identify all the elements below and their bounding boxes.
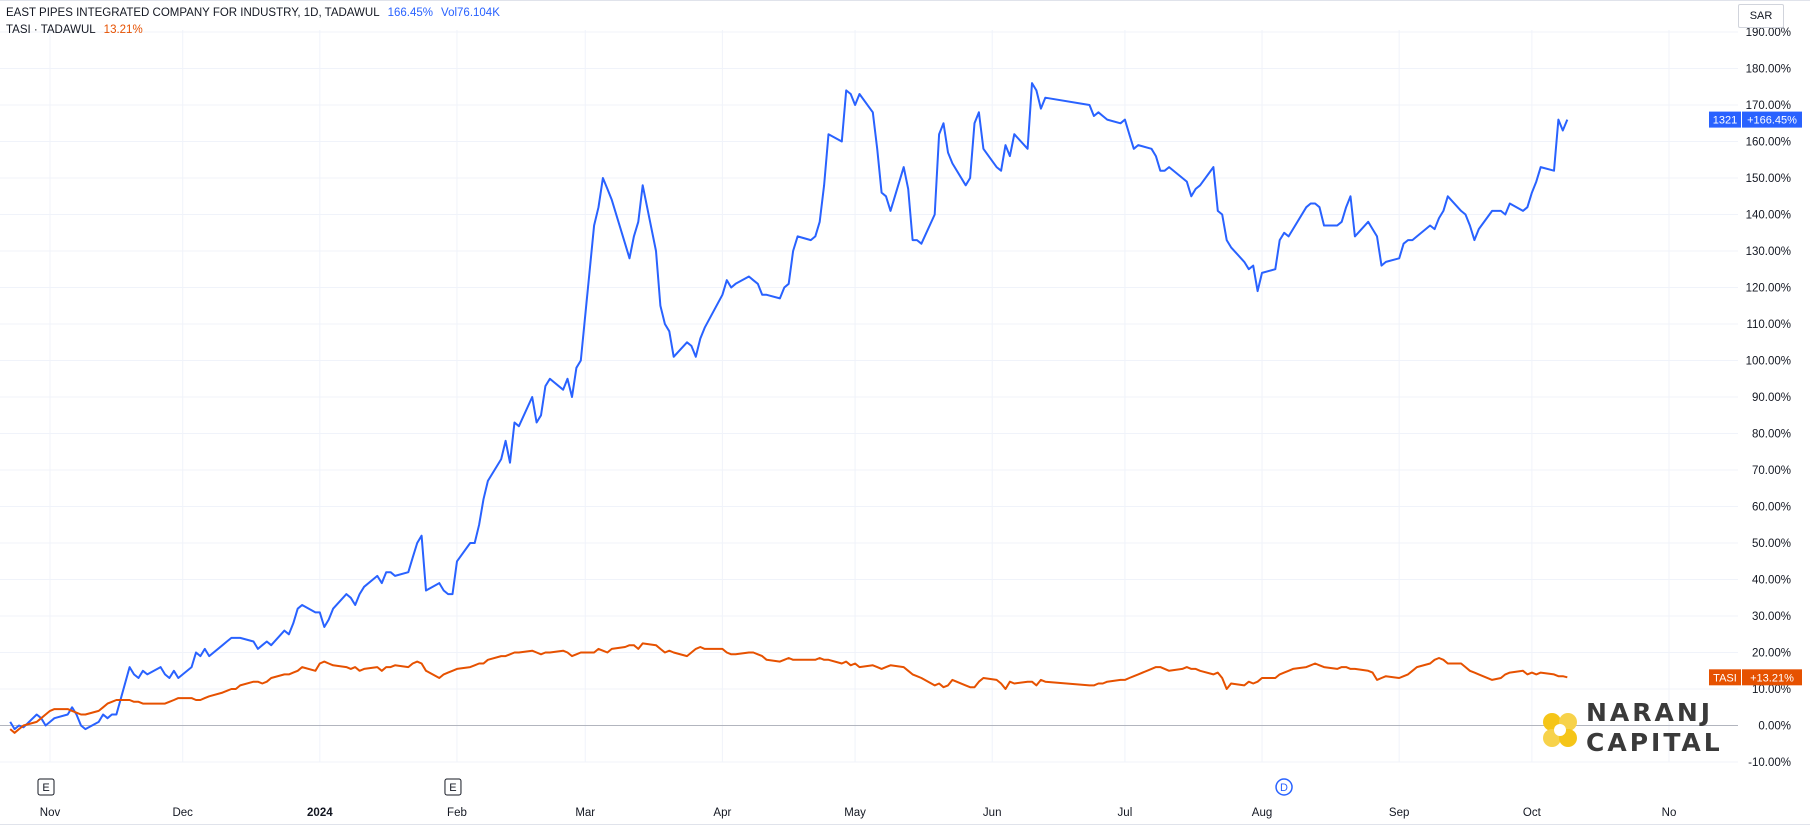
- volume-value: 76.104K: [457, 7, 500, 19]
- earnings-marker[interactable]: [444, 778, 462, 796]
- y-tick-label: 140.00%: [1746, 210, 1791, 222]
- y-tick-label: 180.00%: [1746, 64, 1791, 76]
- brand-name: NARANJ CAPITAL: [1586, 698, 1723, 758]
- series1-title: EAST PIPES INTEGRATED COMPANY FOR INDUST…: [6, 7, 380, 19]
- x-tick-label: Feb: [447, 807, 467, 819]
- x-tick-label: Nov: [40, 807, 61, 819]
- y-tick-label: 50.00%: [1752, 538, 1791, 550]
- series1-change: 166.45%: [387, 7, 434, 19]
- volume-label: Vol: [441, 7, 458, 19]
- series2-change: 13.21%: [103, 24, 143, 36]
- y-tick-label: 90.00%: [1752, 392, 1791, 404]
- series-line-2[interactable]: [9, 642, 1568, 734]
- series-lines: [9, 82, 1569, 734]
- x-tick-label: Jul: [1118, 807, 1133, 819]
- x-tick-label: No: [1662, 807, 1677, 819]
- y-tick-label: 130.00%: [1746, 246, 1791, 258]
- x-tick-label: May: [844, 807, 866, 819]
- legend: EAST PIPES INTEGRATED COMPANY FOR INDUST…: [6, 5, 500, 39]
- grid-lines: [0, 30, 1738, 763]
- event-marker-label: D: [1280, 782, 1288, 794]
- y-tick-label: 70.00%: [1752, 465, 1791, 477]
- x-tick-label: Dec: [172, 807, 193, 819]
- legend-row-series2[interactable]: TASI · TADAWUL 13.21%: [6, 22, 500, 39]
- y-tick-label: 80.00%: [1752, 429, 1791, 441]
- x-tick-label: Mar: [575, 807, 595, 819]
- legend-row-series1[interactable]: EAST PIPES INTEGRATED COMPANY FOR INDUST…: [6, 5, 500, 22]
- y-tick-label: 190.00%: [1746, 27, 1791, 39]
- series2-badge-value: +13.21%: [1750, 672, 1794, 684]
- brand-line1: NARANJ: [1586, 698, 1714, 727]
- x-tick-label: Aug: [1252, 807, 1272, 819]
- y-tick-label: 110.00%: [1746, 319, 1791, 331]
- earnings-marker[interactable]: [37, 778, 55, 796]
- x-tick-label: Oct: [1523, 807, 1542, 819]
- naranj-logo-icon: [1543, 713, 1577, 747]
- y-tick-label: 170.00%: [1746, 100, 1791, 112]
- price-badges: 1321 +166.45% TASI +13.21%: [1709, 111, 1802, 686]
- y-tick-label: 10.00%: [1752, 684, 1791, 696]
- series-line-1[interactable]: [9, 82, 1569, 731]
- x-axis: Nov Dec 2024 Feb Mar Apr May Jun Jul Aug Sep Oct No: [40, 807, 1677, 819]
- event-marker-label: E: [42, 782, 49, 794]
- y-tick-label: 60.00%: [1752, 502, 1791, 514]
- dividend-marker[interactable]: [1275, 778, 1293, 796]
- series2-title: TASI · TADAWUL: [6, 24, 96, 36]
- x-tick-label: Apr: [713, 807, 731, 819]
- series2-badge-symbol: TASI: [1713, 672, 1737, 684]
- y-tick-label: 150.00%: [1746, 173, 1791, 185]
- brand-line2: CAPITAL: [1586, 728, 1723, 757]
- x-tick-label: Jun: [983, 807, 1002, 819]
- y-axis: 190.00% 180.00% 170.00% 160.00% 150.00% 140.0…: [1746, 27, 1791, 769]
- y-tick-label: 30.00%: [1752, 611, 1791, 623]
- currency-selector[interactable]: SAR: [1738, 4, 1784, 28]
- y-tick-label: 0.00%: [1758, 721, 1791, 733]
- y-tick-label: 100.00%: [1746, 356, 1791, 368]
- x-tick-label: Sep: [1389, 807, 1409, 819]
- series1-badge: 1321 +166.45%: [1709, 111, 1802, 128]
- y-tick-label: -10.00%: [1748, 757, 1791, 769]
- series1-badge-symbol: 1321: [1713, 115, 1737, 127]
- y-tick-label: 160.00%: [1746, 137, 1791, 149]
- y-tick-label: 40.00%: [1752, 575, 1791, 587]
- y-tick-label: 120.00%: [1746, 283, 1791, 295]
- y-tick-label: 20.00%: [1752, 648, 1791, 660]
- event-marker-label: E: [449, 782, 456, 794]
- series1-badge-value: +166.45%: [1747, 115, 1797, 127]
- series2-badge: TASI +13.21%: [1709, 669, 1802, 686]
- x-tick-label: 2024: [307, 807, 333, 819]
